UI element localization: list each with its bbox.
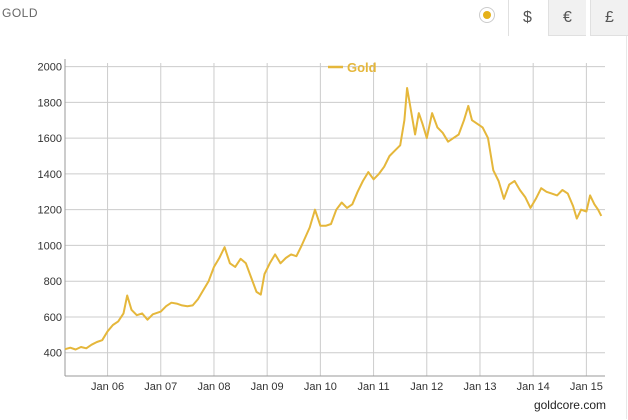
y-tick-label: 1600: [38, 133, 62, 145]
tab-gbp[interactable]: £: [590, 0, 628, 36]
x-tick-label: Jan 08: [197, 381, 230, 393]
grid-layer: [65, 63, 605, 376]
y-tick-label: 800: [44, 276, 62, 288]
y-tick-label: 1800: [38, 97, 62, 109]
y-tick-label: 400: [44, 348, 62, 360]
tab-usd[interactable]: $: [508, 0, 546, 36]
x-tick-label: Jan 07: [144, 381, 177, 393]
axis-layer: 400 600 800 1000 1200 1400 1600 1800 2000 Jan 06 J…: [38, 59, 605, 393]
legend[interactable]: Gold: [328, 60, 377, 75]
radio-ring-icon: [479, 7, 495, 23]
x-tick-label: Jan 15: [570, 381, 603, 393]
x-tick-label: Jan 11: [357, 381, 389, 393]
x-tick-label: Jan 12: [410, 381, 443, 393]
x-tick-label: Jan 06: [91, 381, 124, 393]
x-tick-label: Jan 10: [304, 381, 337, 393]
chart-container: 400 600 800 1000 1200 1400 1600 1800 2000 Jan 06 J…: [0, 36, 627, 419]
y-tick-label: 1200: [38, 205, 62, 217]
x-tick-label: Jan 13: [463, 381, 496, 393]
page-title: GOLD: [2, 6, 39, 20]
series-layer: [64, 87, 603, 351]
gold-price-chart: 400 600 800 1000 1200 1400 1600 1800 2000 Jan 06 J…: [38, 59, 606, 412]
gold-dot-icon: [483, 11, 491, 19]
x-tick-label: Jan 09: [251, 381, 284, 393]
header-bar: GOLD $ € £: [0, 0, 628, 36]
y-tick-label: 2000: [38, 62, 62, 74]
credit-label: goldcore.com: [534, 398, 606, 412]
y-tick-label: 600: [44, 312, 62, 324]
y-tick-label: 1000: [38, 240, 62, 252]
tab-eur[interactable]: €: [548, 0, 586, 36]
gold-toggle-button[interactable]: [474, 2, 500, 28]
y-tick-label: 1400: [38, 169, 62, 181]
x-tick-label: Jan 14: [517, 381, 550, 393]
legend-label-gold: Gold: [347, 60, 377, 75]
series-line-gold: [64, 87, 603, 351]
